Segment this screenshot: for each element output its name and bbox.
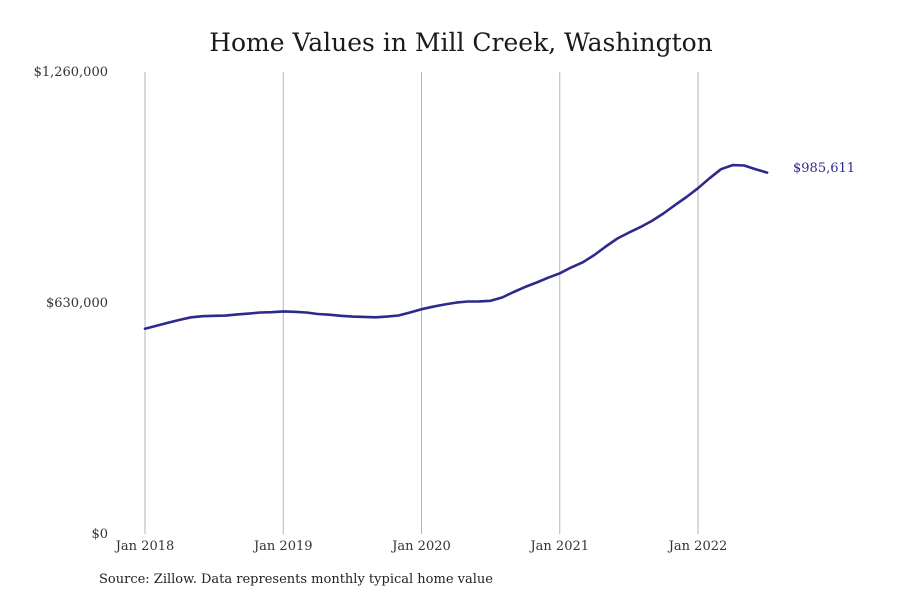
x-tick-label: Jan 2019 [252,539,313,554]
x-tick-label: Jan 2020 [390,539,451,554]
y-tick-label: $1,260,000 [34,65,108,80]
chart-title: Home Values in Mill Creek, Washington [209,28,713,57]
gridlines [144,72,699,534]
x-tick-label: Jan 2018 [114,539,175,554]
x-tick-label: Jan 2021 [528,539,589,554]
x-axis-ticks: Jan 2018 Jan 2019 Jan 2020 Jan 2021 Jan 2022 [114,539,728,554]
y-tick-label: $630,000 [46,296,108,311]
series-group [143,163,769,331]
y-tick-label: $0 [91,527,108,542]
source-note: Source: Zillow. Data represents monthly … [99,572,493,587]
y-axis-ticks: $0 $630,000 $1,260,000 [34,65,108,542]
series-line [143,163,769,331]
x-tick-label: Jan 2022 [667,539,728,554]
last-value-label: $985,611 [793,161,855,176]
